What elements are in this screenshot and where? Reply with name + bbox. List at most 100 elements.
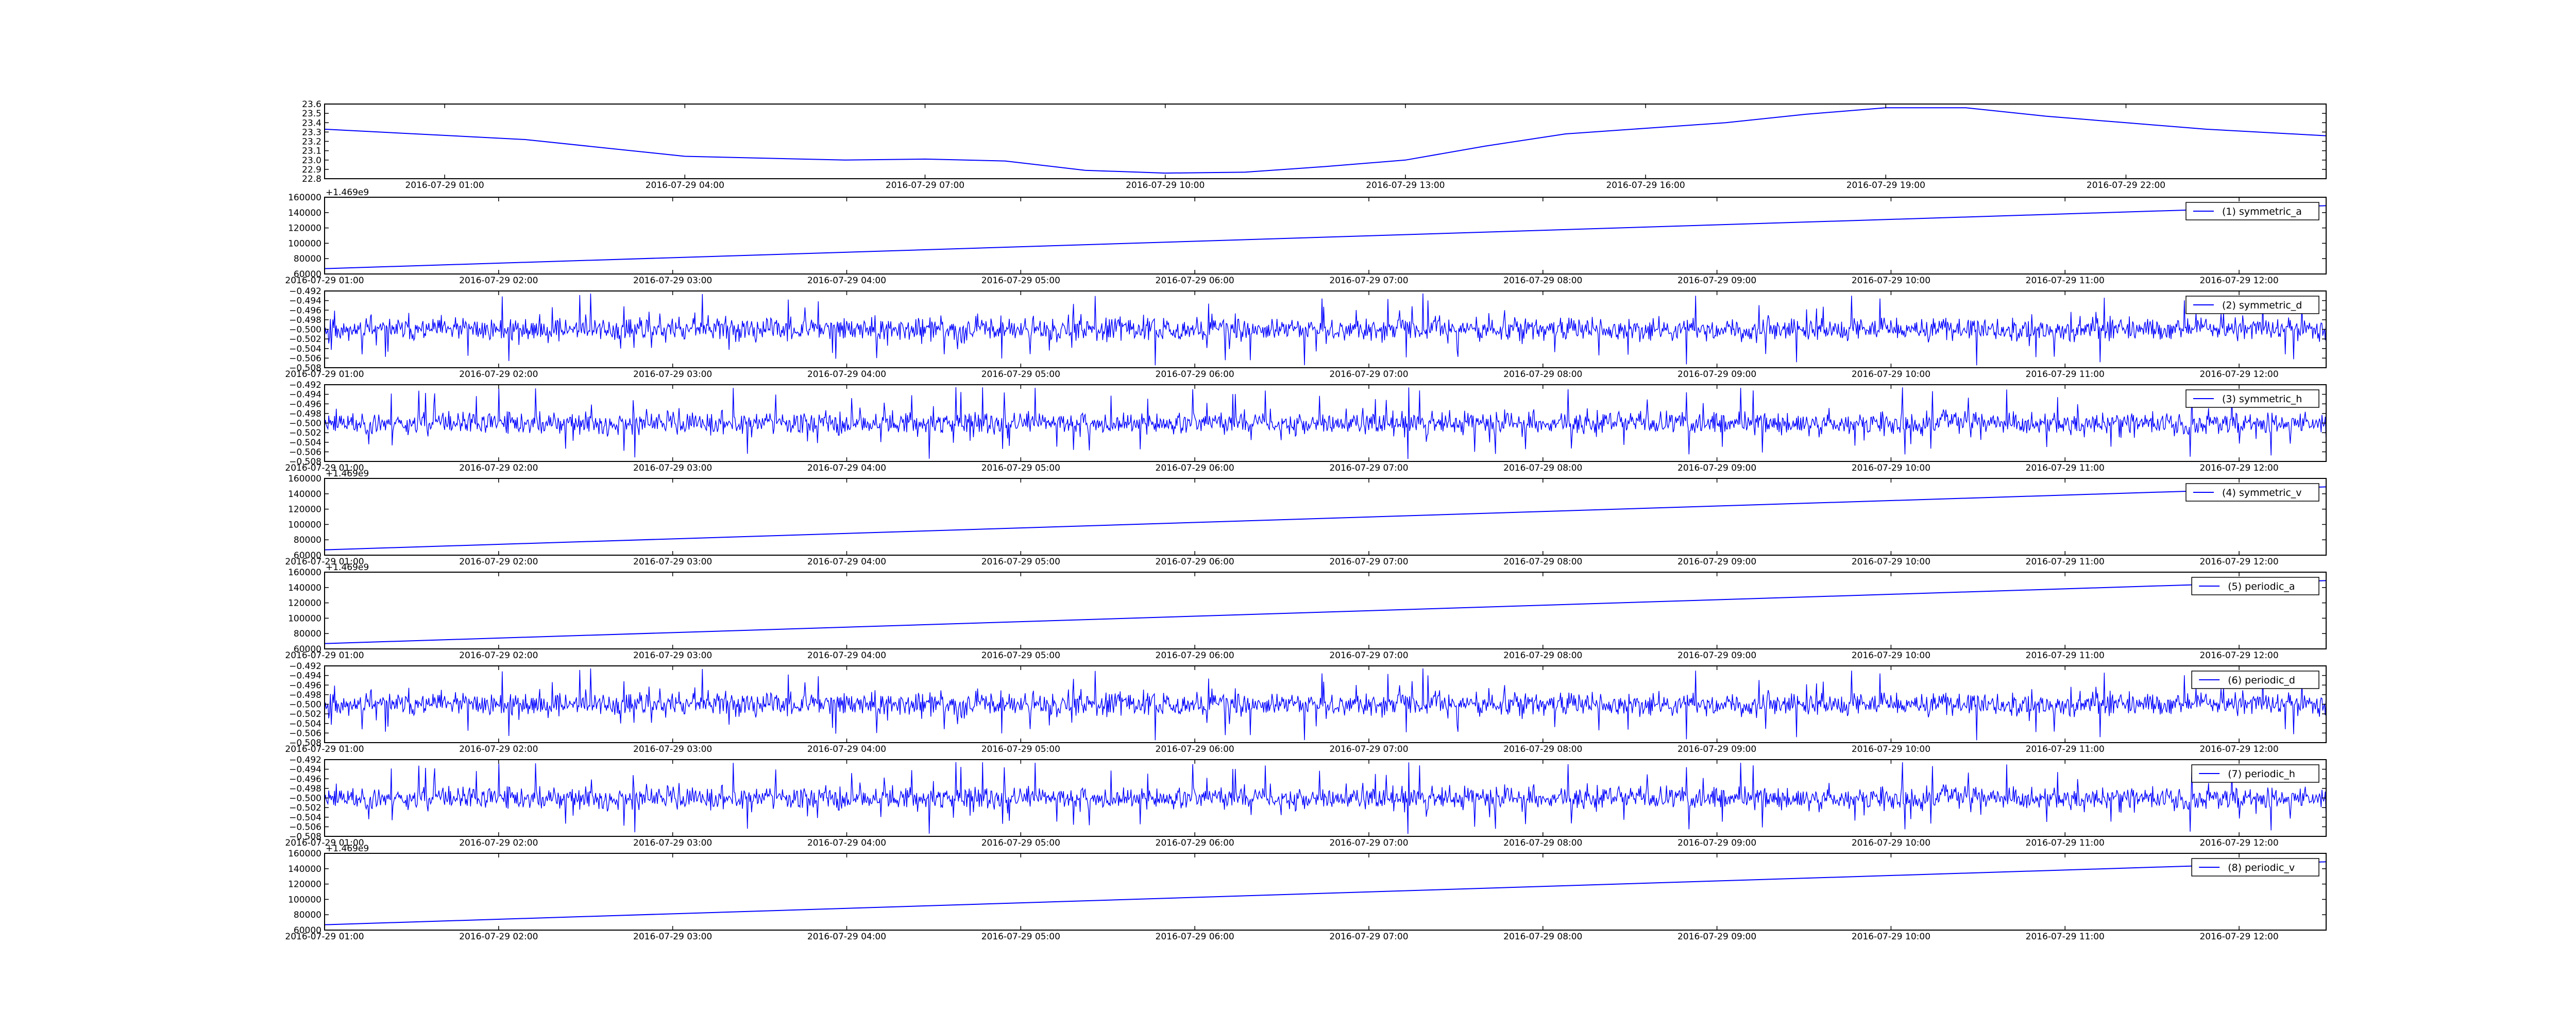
axes-frame	[324, 104, 2327, 179]
legend: (8) periodic_v	[2191, 858, 2319, 877]
subplot-3: −0.508−0.506−0.504−0.502−0.500−0.498−0.4…	[285, 286, 2327, 380]
x-tick-label: 2016-07-29 01:00	[285, 838, 364, 848]
y-tick-label: 100000	[288, 238, 321, 249]
subplot-7: −0.508−0.506−0.504−0.502−0.500−0.498−0.4…	[285, 661, 2327, 754]
x-tick-label: 2016-07-29 11:00	[2026, 932, 2105, 942]
x-tick-label: 2016-07-29 07:00	[1329, 369, 1408, 380]
x-tick-label: 2016-07-29 07:00	[1329, 932, 1408, 942]
x-tick-label: 2016-07-29 08:00	[1503, 932, 1582, 942]
x-tick-label: 2016-07-29 09:00	[1677, 932, 1756, 942]
x-tick-label: 2016-07-29 04:00	[807, 744, 886, 754]
series-line-3	[325, 293, 2326, 366]
y-tick-label: 80000	[294, 910, 321, 920]
legend-entry: (4) symmetric_v	[2222, 487, 2302, 499]
axes-frame	[324, 853, 2327, 931]
series-line-4	[325, 387, 2326, 459]
x-tick-label: 2016-07-29 12:00	[2199, 463, 2278, 473]
y-tick-label: −0.502	[289, 709, 321, 719]
x-tick-label: 2016-07-29 12:00	[2199, 557, 2278, 567]
y-tick-label: −0.500	[289, 419, 321, 429]
x-tick-label: 2016-07-29 05:00	[981, 650, 1060, 661]
x-tick-label: 2016-07-29 10:00	[1852, 744, 1930, 754]
x-tick-label: 2016-07-29 09:00	[1677, 838, 1756, 848]
y-tick-label: −0.492	[289, 661, 321, 672]
subplot-6: 60000 80000 100000 120000 140000 160000 2016-0…	[285, 562, 2327, 661]
x-tick-label: 2016-07-29 03:00	[633, 650, 712, 661]
legend: (4) symmetric_v	[2185, 483, 2319, 502]
y-tick-label: 140000	[288, 583, 321, 593]
x-tick-label: 2016-07-29 06:00	[1156, 744, 1234, 754]
x-tick-label: 2016-07-29 06:00	[1156, 557, 1234, 567]
x-tick-label: 2016-07-29 02:00	[459, 463, 538, 473]
x-tick-label: 2016-07-29 01:00	[285, 650, 364, 661]
x-tick-label: 2016-07-29 10:00	[1126, 180, 1205, 191]
subplot-2: 60000 80000 100000 120000 140000 160000 2016-0…	[285, 187, 2327, 286]
x-tick-label: 2016-07-29 04:00	[807, 369, 886, 380]
y-tick-label: 80000	[294, 535, 321, 545]
x-tick-label: 2016-07-29 10:00	[1852, 838, 1930, 848]
y-tick-label: −0.500	[289, 794, 321, 804]
x-offset-label: +1.469e9	[326, 469, 369, 479]
y-tick-label: −0.506	[289, 728, 321, 739]
x-tick-label: 2016-07-29 05:00	[981, 744, 1060, 754]
y-tick-label: 23.5	[302, 109, 321, 119]
x-tick-label: 2016-07-29 02:00	[459, 932, 538, 942]
x-tick-label: 2016-07-29 09:00	[1677, 369, 1756, 380]
y-tick-label: −0.508	[289, 363, 321, 373]
y-tick-label: 22.8	[302, 174, 321, 184]
x-tick-label: 2016-07-29 07:00	[1329, 650, 1408, 661]
series-line-8	[325, 762, 2326, 834]
x-tick-label: 2016-07-29 04:00	[807, 838, 886, 848]
y-tick-label: −0.492	[289, 755, 321, 765]
y-tick-label: 60000	[294, 644, 321, 655]
y-tick-label: 60000	[294, 551, 321, 561]
series-line-5	[325, 486, 2326, 551]
y-tick-label: 160000	[288, 193, 321, 203]
x-tick-label: 2016-07-29 16:00	[1606, 180, 1685, 191]
x-tick-label: 2016-07-29 19:00	[1846, 180, 1925, 191]
y-tick-label: 23.1	[302, 146, 321, 157]
subplot-9: 60000 80000 100000 120000 140000 160000 2016-0…	[285, 844, 2327, 942]
x-tick-label: 2016-07-29 09:00	[1677, 557, 1756, 567]
x-tick-label: 2016-07-29 08:00	[1503, 650, 1582, 661]
y-tick-label: 80000	[294, 629, 321, 639]
legend-entry: (8) periodic_v	[2228, 862, 2295, 873]
x-tick-label: 2016-07-29 03:00	[633, 838, 712, 848]
x-tick-label: 2016-07-29 02:00	[459, 838, 538, 848]
series-line-7	[325, 668, 2326, 741]
x-tick-label: 2016-07-29 09:00	[1677, 650, 1756, 661]
y-tick-label: 100000	[288, 895, 321, 905]
x-tick-label: 2016-07-29 05:00	[981, 838, 1060, 848]
y-tick-label: 120000	[288, 880, 321, 890]
x-tick-label: 2016-07-29 07:00	[1329, 463, 1408, 473]
y-tick-label: 60000	[294, 269, 321, 280]
x-offset-label: +1.469e9	[326, 187, 369, 198]
legend: (1) symmetric_a	[2185, 202, 2319, 220]
x-tick-label: 2016-07-29 10:00	[1852, 369, 1930, 380]
y-tick-label: −0.492	[289, 286, 321, 297]
series-line-6	[325, 580, 2326, 644]
y-tick-label: 23.6	[302, 99, 321, 110]
x-tick-label: 2016-07-29 12:00	[2199, 650, 2278, 661]
x-tick-label: 2016-07-29 02:00	[459, 276, 538, 286]
y-tick-label: 120000	[288, 505, 321, 515]
y-tick-label: 140000	[288, 489, 321, 500]
x-tick-label: 2016-07-29 06:00	[1156, 932, 1234, 942]
y-tick-label: −0.496	[289, 305, 321, 316]
x-tick-label: 2016-07-29 10:00	[1852, 650, 1930, 661]
x-offset-label: +1.469e9	[326, 562, 369, 573]
x-tick-label: 2016-07-29 22:00	[2087, 180, 2165, 191]
x-tick-label: 2016-07-29 06:00	[1156, 838, 1234, 848]
y-tick-label: −0.496	[289, 399, 321, 409]
x-tick-label: 2016-07-29 05:00	[981, 557, 1060, 567]
x-tick-label: 2016-07-29 01:00	[285, 276, 364, 286]
x-tick-label: 2016-07-29 02:00	[459, 557, 538, 567]
x-tick-label: 2016-07-29 02:00	[459, 650, 538, 661]
x-offset-label: +1.469e9	[326, 844, 369, 854]
x-tick-label: 2016-07-29 12:00	[2199, 369, 2278, 380]
x-tick-label: 2016-07-29 07:00	[1329, 557, 1408, 567]
x-tick-label: 2016-07-29 11:00	[2026, 557, 2105, 567]
x-tick-label: 2016-07-29 01:00	[285, 369, 364, 380]
x-tick-label: 2016-07-29 02:00	[459, 744, 538, 754]
